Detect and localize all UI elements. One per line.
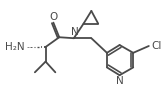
Text: Cl: Cl: [152, 41, 162, 51]
Text: H₂N: H₂N: [5, 42, 24, 52]
Text: O: O: [49, 12, 57, 22]
Text: N: N: [71, 27, 79, 37]
Text: N: N: [116, 76, 123, 86]
